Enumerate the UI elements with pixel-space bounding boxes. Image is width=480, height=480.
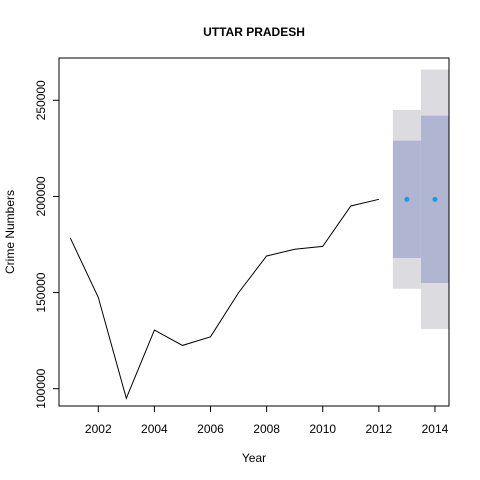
forecast-point-2014 (432, 196, 438, 202)
chart-title: UTTAR PRADESH (203, 25, 305, 39)
x-tick-label-2008: 2008 (253, 422, 280, 436)
y-tick-label-150000: 150000 (34, 272, 48, 312)
x-tick-label-2006: 2006 (197, 422, 224, 436)
x-axis-title: Year (242, 451, 266, 465)
y-tick-label-200000: 200000 (34, 176, 48, 216)
forecast-points (404, 196, 438, 202)
x-tick-label-2002: 2002 (85, 422, 112, 436)
x-axis: 2002 2004 2006 2008 2010 2012 2014 (85, 406, 449, 436)
x-tick-label-2012: 2012 (366, 422, 393, 436)
bands-80 (392, 115, 449, 283)
x-tick-label-2004: 2004 (141, 422, 168, 436)
y-tick-label-250000: 250000 (34, 80, 48, 120)
y-tick-label-100000: 100000 (34, 368, 48, 408)
x-tick-label-2010: 2010 (309, 422, 336, 436)
plot-frame (58, 57, 450, 407)
y-axis: 100000 150000 200000 250000 (34, 80, 59, 409)
y-axis-title: Crime Numbers (3, 190, 17, 274)
history-line (69, 198, 380, 400)
forecast-point-2013 (404, 196, 410, 202)
x-tick-label-2014: 2014 (422, 422, 449, 436)
